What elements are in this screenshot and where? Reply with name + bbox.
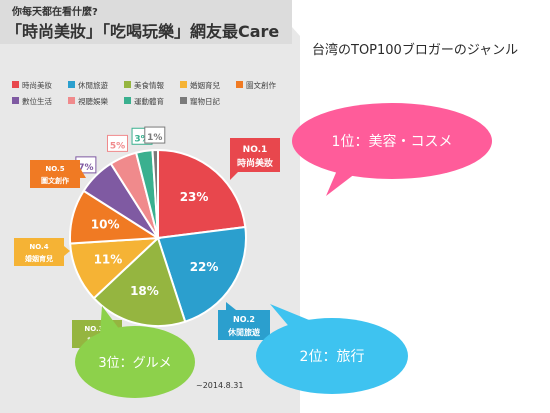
rank-label-5-rect xyxy=(30,160,80,188)
rank-label-4-tail xyxy=(64,246,70,256)
rank-label-2-tail xyxy=(226,302,236,310)
rank-label-2-name: 休閒旅遊 xyxy=(227,327,260,337)
legend-label-4: 婚姻育兒 xyxy=(190,80,220,90)
pie-label-box-9 xyxy=(144,126,166,144)
legend-label-5: 圖文創作 xyxy=(246,80,276,90)
legend-label-8: 運動體育 xyxy=(134,96,164,106)
pie-value-label-6: 7% xyxy=(78,163,93,173)
rank-label-2-no: NO.2 xyxy=(233,315,255,324)
footnote-date: ~2014.8.31 xyxy=(196,381,243,390)
pie-value-label-7: 5% xyxy=(110,141,125,151)
pie-value-label-3: 18% xyxy=(130,284,159,298)
rank-label-1-no: NO.1 xyxy=(243,145,268,155)
pie-value-label-4: 11% xyxy=(94,253,123,267)
rank-label-5-no: NO.5 xyxy=(45,165,64,173)
pie-slice-9 xyxy=(151,148,159,239)
callout-second: 2位：旅行 xyxy=(256,304,408,394)
legend-swatch-4 xyxy=(180,81,187,88)
rank-label-1: NO.1 時尚美妝 xyxy=(230,138,280,180)
callout-third-tail xyxy=(100,306,120,334)
rank-label-3-no: NO.3 xyxy=(84,325,103,333)
rank-label-5-name: 圖文創作 xyxy=(41,176,69,185)
callout-second-tail xyxy=(270,304,314,330)
legend-swatch-5 xyxy=(236,81,243,88)
rank-label-2: NO.2 休閒旅遊 xyxy=(218,302,270,340)
legend-swatch-2 xyxy=(68,81,75,88)
legend-label-6: 數位生活 xyxy=(22,96,52,106)
callout-first-tail xyxy=(326,168,360,196)
rank-label-1-name: 時尚美妝 xyxy=(237,157,273,169)
pie-chart xyxy=(69,148,247,327)
pie-value-label-8: 3% xyxy=(134,134,149,144)
rank-label-4-no: NO.4 xyxy=(29,243,48,251)
legend-swatch-3 xyxy=(124,81,131,88)
legend-swatch-6 xyxy=(12,97,19,104)
header-dark-band xyxy=(0,0,292,44)
infographic-header-line2: 「時尚美妝」「吃喝玩樂」網友最Care xyxy=(6,22,279,41)
callout-second-bubble xyxy=(256,318,408,394)
legend-swatch-8 xyxy=(124,97,131,104)
rank-label-4: NO.4 婚姻育兒 xyxy=(14,238,70,266)
legend-label-3: 美食情報 xyxy=(134,80,164,90)
rank-label-5: NO.5 圖文創作 xyxy=(30,160,86,188)
callout-first-bubble xyxy=(292,103,492,179)
legend-swatch-7 xyxy=(68,97,75,104)
pie-labels: 23% 22% 18% 11% 10% 7% 5% 3%1% xyxy=(75,126,219,298)
callout-third: 3位：グルメ xyxy=(75,306,195,398)
legend-label-2: 休閒旅遊 xyxy=(78,80,108,90)
pie-value-label-2: 22% xyxy=(190,260,219,274)
callout-third-bubble xyxy=(75,326,195,398)
pie-value-label-1: 23% xyxy=(180,190,209,204)
rank-label-4-rect xyxy=(14,238,64,266)
legend-label-9: 寵物日記 xyxy=(190,96,220,106)
rank-label-5-tail xyxy=(80,168,86,178)
slide-title: 台湾のTOP100ブロガーのジャンル xyxy=(312,42,518,58)
pie-value-label-9: 1% xyxy=(147,133,162,143)
legend-label-1: 時尚美妝 xyxy=(22,80,52,90)
callout-first-text: 1位：美容・コスメ xyxy=(332,133,453,150)
rank-label-1-rect xyxy=(230,138,280,172)
rank-label-4-name: 婚姻育兒 xyxy=(25,254,53,263)
pie-label-box-7 xyxy=(106,134,128,152)
legend-swatch-9 xyxy=(180,97,187,104)
pie-slice-1 xyxy=(157,148,247,240)
legend-label-7: 視聽娛樂 xyxy=(78,96,108,106)
legend-swatch-1 xyxy=(12,81,19,88)
callout-third-text: 3位：グルメ xyxy=(98,356,171,371)
infographic-header-line1: 你每天都在看什麼? xyxy=(11,5,98,18)
pie-value-label-5: 10% xyxy=(91,217,120,231)
pie-slice-2 xyxy=(156,225,247,323)
pie-slice-3 xyxy=(92,236,187,327)
callout-second-text: 2位：旅行 xyxy=(300,349,365,365)
callout-first: 1位：美容・コスメ xyxy=(292,103,492,196)
rank-label-2-rect xyxy=(218,310,270,340)
